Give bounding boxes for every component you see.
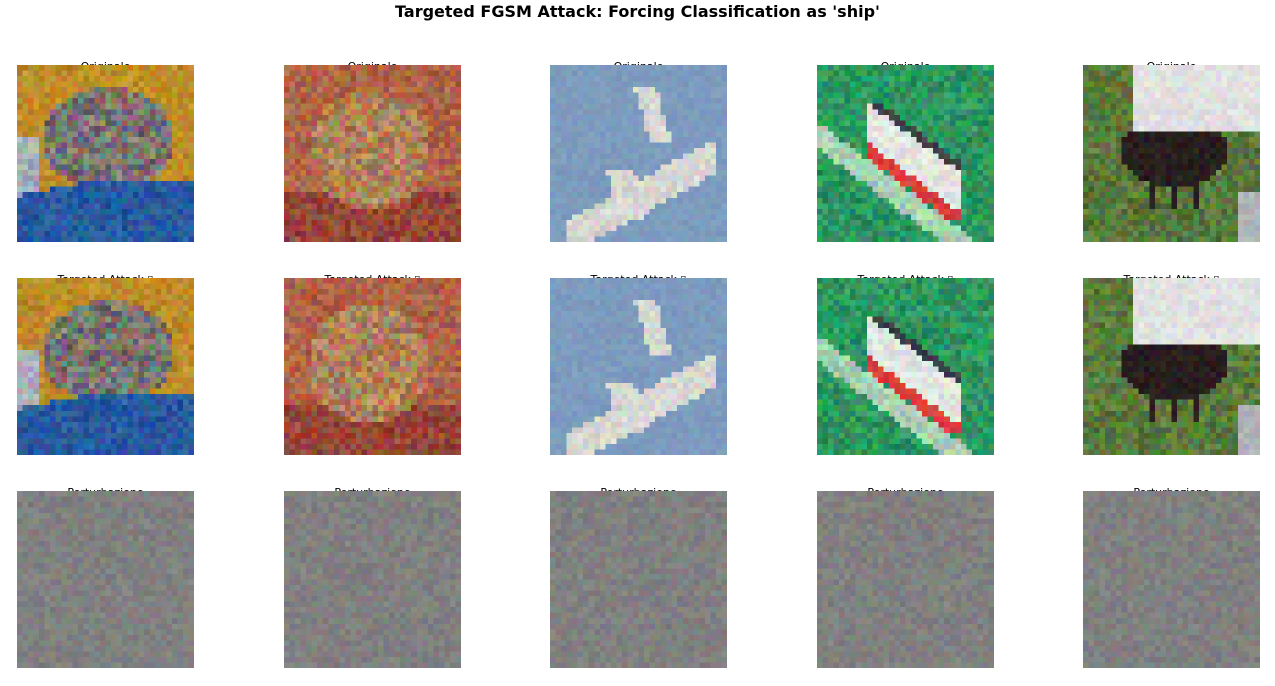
panel-caption: Originalecat(Pred: cat) — [0, 60, 234, 97]
panel-caption: Perturbazione(Amplificata) — [244, 486, 501, 511]
panel-caption: Targeted Attack ▯→ automobile — [1043, 273, 1275, 298]
airplane-adversarial-photo — [550, 278, 727, 455]
ship-photo — [817, 65, 994, 242]
panel-caption: Originalefrog(Pred: frog) — [244, 60, 501, 97]
panel-caption: Targeted Attack ▯→ frog — [244, 273, 501, 298]
horse-photo — [1083, 65, 1260, 242]
horse-adversarial-photo — [1083, 278, 1260, 455]
noise-pattern — [1083, 491, 1260, 668]
figure-title: Targeted FGSM Attack: Forcing Classifica… — [395, 2, 880, 21]
cat-photo — [17, 65, 194, 242]
noise-pattern — [550, 491, 727, 668]
panel-caption: Originalehorse(Pred: horse) — [1043, 60, 1275, 97]
panel-caption: Targeted Attack ▯→ ship — [777, 273, 1034, 298]
noise-pattern — [17, 491, 194, 668]
frog-photo — [284, 65, 461, 242]
panel-caption: Perturbazione(Amplificata) — [0, 486, 234, 511]
panel-caption: Perturbazione(Amplificata) — [1043, 486, 1275, 511]
frog-adversarial-photo — [284, 278, 461, 455]
airplane-photo — [550, 65, 727, 242]
panel-caption: Targeted Attack ▯→ cat — [510, 273, 767, 298]
panel-caption: Originaleairplane(Pred: airplane) — [510, 60, 767, 97]
cat-adversarial-photo — [17, 278, 194, 455]
ship-adversarial-photo — [817, 278, 994, 455]
noise-pattern — [817, 491, 994, 668]
noise-pattern — [284, 491, 461, 668]
panel-caption: Originaleship(Pred: dog) — [777, 60, 1034, 97]
panel-caption: Perturbazione(Amplificata) — [777, 486, 1034, 511]
panel-caption: Perturbazione(Amplificata) — [510, 486, 767, 511]
panel-caption: Targeted Attack ▯→ deer — [0, 273, 234, 298]
